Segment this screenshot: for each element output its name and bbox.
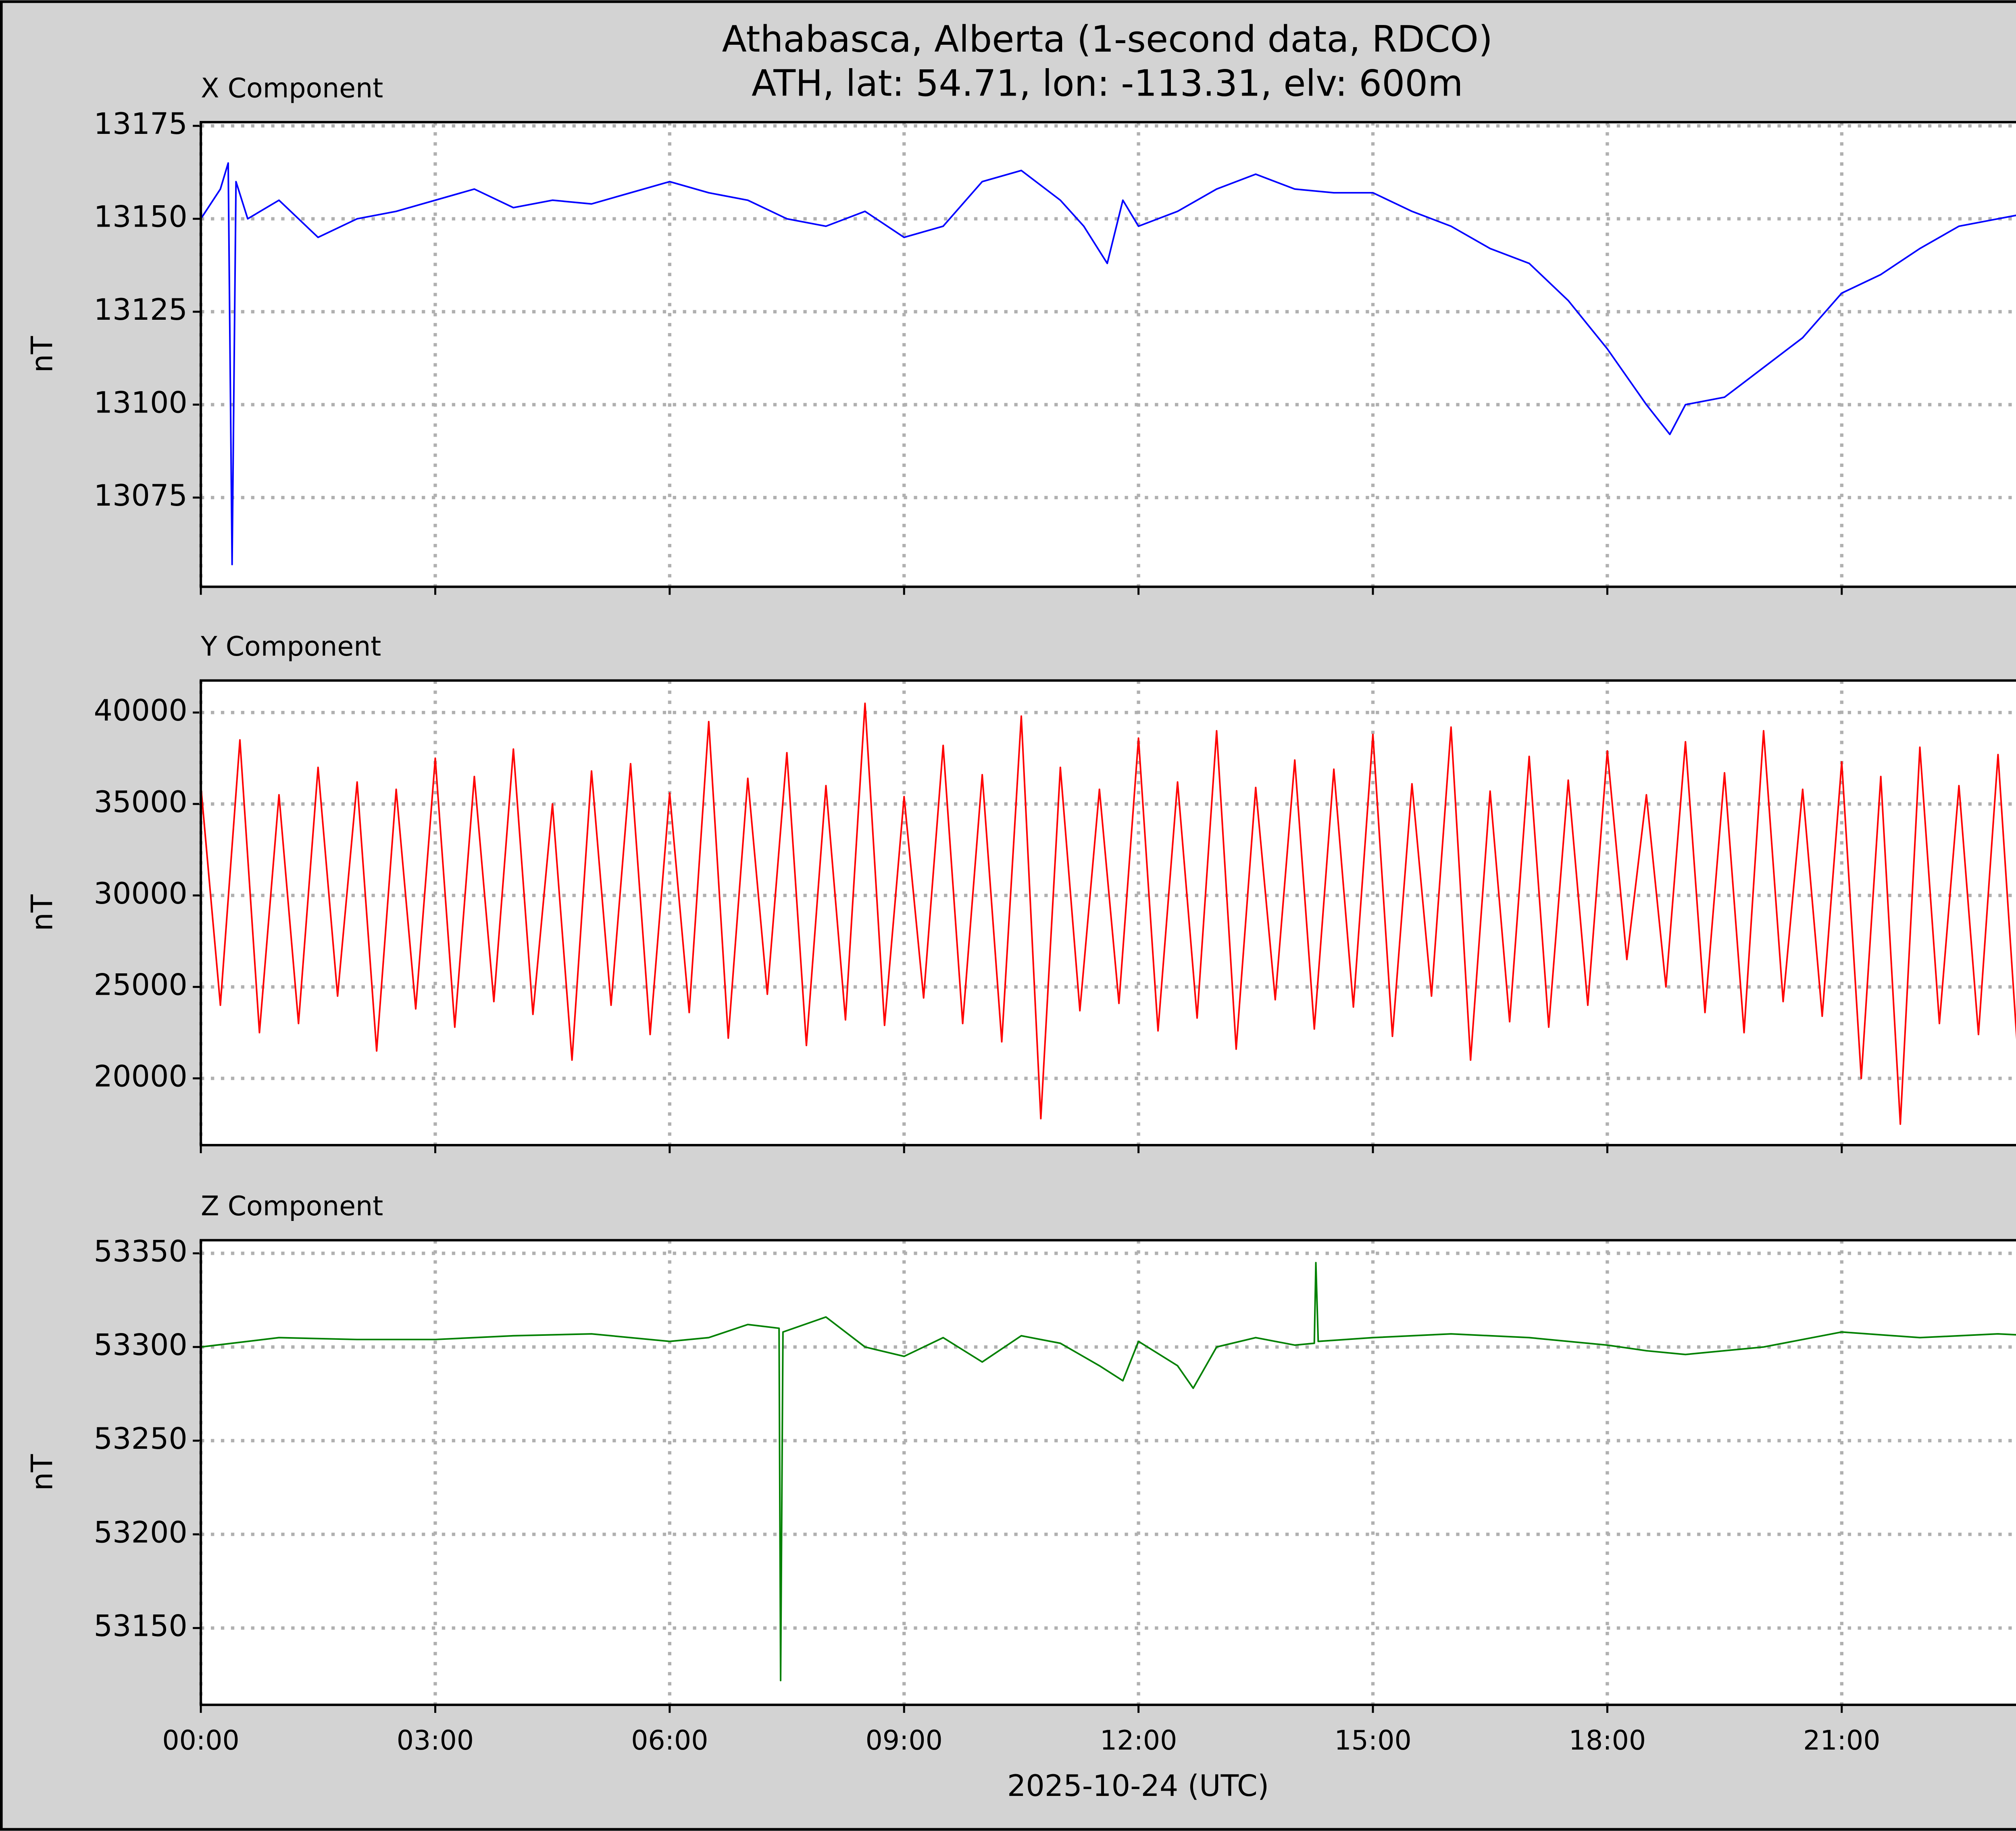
- y-tick-label: 53350: [94, 1234, 187, 1269]
- x-tick-label: 00:00: [162, 1725, 239, 1756]
- y-tick-label: 20000: [94, 1059, 187, 1094]
- panel-title: X Component: [201, 72, 383, 104]
- data-line: [200, 162, 2016, 565]
- y-tick-label: 53300: [94, 1328, 187, 1362]
- x-tick-label: 21:00: [1803, 1725, 1880, 1756]
- figure-title: Athabasca, Alberta (1-second data, RDCO): [722, 19, 1493, 60]
- y-tick-label: 40000: [94, 694, 187, 728]
- plot-frame: [200, 121, 2016, 588]
- plot-area: [201, 1240, 2016, 1705]
- panel-title: Z Component: [201, 1190, 383, 1222]
- y-tick-label: 13175: [94, 107, 187, 141]
- x-tick-label: 18:00: [1569, 1725, 1646, 1756]
- plot-frame: [200, 1239, 2016, 1706]
- y-axis-label: nT: [25, 894, 60, 931]
- y-axis-label: nT: [25, 1454, 60, 1491]
- y-tick-label: 30000: [94, 877, 187, 911]
- x-tick-label: 09:00: [866, 1725, 943, 1756]
- y-tick-label: 13075: [94, 479, 187, 513]
- y-tick-label: 13100: [94, 386, 187, 420]
- y-tick-label: 25000: [94, 968, 187, 1002]
- x-tick-label: 06:00: [631, 1725, 708, 1756]
- x-tick-label: 15:00: [1334, 1725, 1411, 1756]
- figure-subtitle: ATH, lat: 54.71, lon: -113.31, elv: 600m: [752, 63, 1463, 105]
- data-line: [200, 1262, 2016, 1681]
- panel-title: Y Component: [200, 631, 381, 662]
- plot-area: [201, 680, 2016, 1146]
- y-tick-label: 53150: [94, 1609, 187, 1644]
- y-tick-label: 53200: [94, 1515, 187, 1550]
- y-axis-label: nT: [25, 336, 60, 373]
- y-tick-label: 35000: [94, 785, 187, 819]
- data-line: [200, 702, 2016, 1125]
- x-axis-label: 2025-10-24 (UTC): [1007, 1769, 1269, 1803]
- x-tick-label: 12:00: [1100, 1725, 1177, 1756]
- x-tick-label: 03:00: [397, 1725, 474, 1756]
- y-tick-label: 13150: [94, 200, 187, 234]
- plot-area: [201, 122, 2016, 587]
- plot-frame: [200, 679, 2016, 1147]
- y-tick-label: 13125: [94, 293, 187, 327]
- y-tick-label: 53250: [94, 1422, 187, 1456]
